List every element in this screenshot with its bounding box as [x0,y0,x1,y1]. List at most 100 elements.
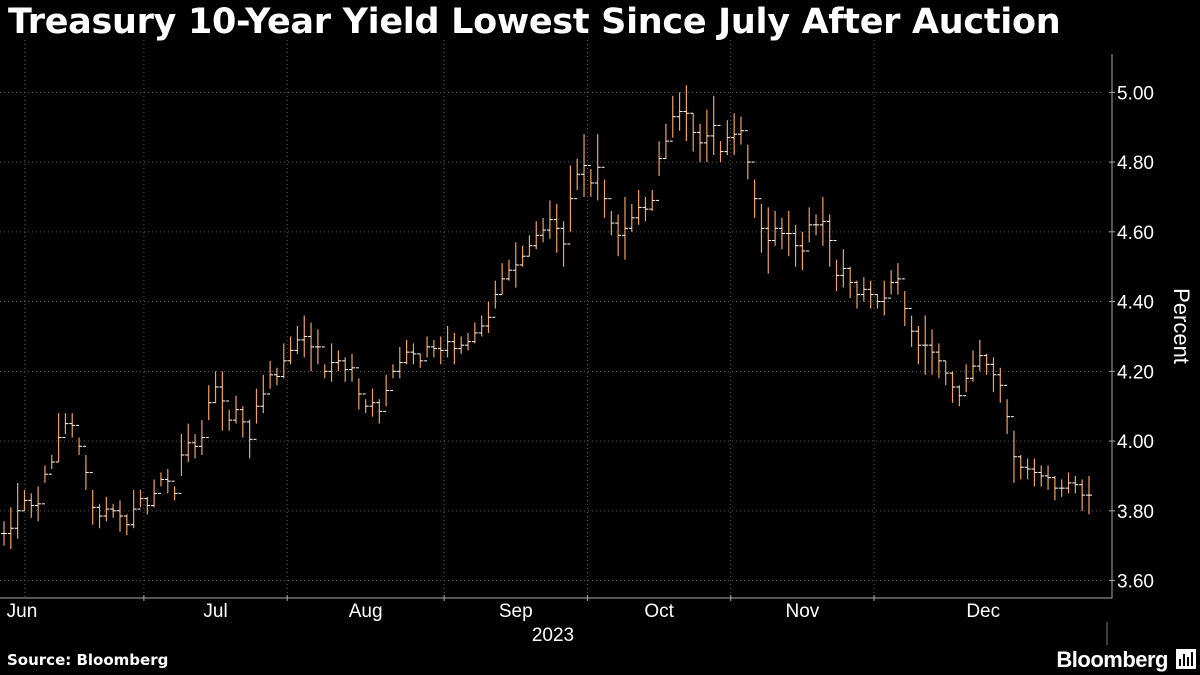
price-bar [355,367,362,410]
price-bar [1045,465,1052,490]
price-bar [253,388,260,440]
price-bar [505,259,512,281]
price-bar [922,315,929,375]
price-bar [690,112,697,152]
price-bar [1024,458,1031,480]
price-bar [430,339,437,358]
x-axis-year-label: 2023 [532,625,574,646]
price-bar [492,280,499,318]
price-bar [581,134,588,197]
price-bar [1051,475,1058,501]
chart-icon [1176,649,1196,669]
x-tick-label: Sep [499,601,533,622]
price-bar [1079,479,1086,511]
price-bar [785,210,792,257]
price-bar [778,217,785,250]
price-bar [594,134,601,201]
price-bar [28,493,35,518]
bloomberg-logo: Bloomberg [1056,647,1168,672]
price-bar [35,486,42,522]
price-bar [908,308,915,347]
price-bar [417,353,424,368]
price-bar [840,249,847,288]
y-tick-label: 4.40 [1117,293,1154,314]
price-bar [751,161,758,218]
price-bar [410,343,417,365]
price-bar [1017,455,1024,480]
price-bar [55,413,62,463]
price-bar [328,343,335,382]
price-bar [471,322,478,344]
price-bar [799,231,806,271]
price-bar [219,371,226,431]
price-bar [205,385,212,439]
price-bar [737,116,744,145]
price-bar [881,280,888,316]
price-bar [273,367,280,386]
price-bar [396,346,403,379]
price-bar [7,507,14,550]
y-tick-label: 4.60 [1117,223,1154,244]
price-bar [389,364,396,391]
x-tick-label: Nov [785,601,819,622]
price-bar [949,371,956,403]
price-bar [171,480,178,501]
price-bar [123,514,130,536]
price-bar [935,343,942,379]
price-bar [983,353,990,375]
price-bar [867,280,874,309]
price-bar [212,371,219,404]
price-bar [894,263,901,295]
price-bar [437,336,444,365]
price-bar [103,496,110,522]
price-bar [383,374,390,412]
price-bar [314,329,321,365]
price-bar [233,395,240,424]
price-bar [813,214,820,236]
price-bar [656,141,663,201]
price-bar [621,196,628,260]
price-bar [246,420,253,459]
price-bar [369,388,376,417]
price-bar [280,343,287,379]
chart-title: Treasury 10-Year Yield Lowest Since July… [8,2,1061,42]
price-bar [765,207,772,274]
price-bar [164,468,171,494]
y-tick-label: 3.80 [1117,502,1154,523]
price-bar [1058,479,1065,497]
price-bar [96,503,103,529]
price-bar [485,301,492,333]
x-tick-label: Jun [7,601,38,622]
price-bar [89,471,96,525]
price-bar [21,489,28,512]
price-bar [362,393,369,414]
y-tick-label: 4.20 [1117,362,1154,383]
price-bar [874,294,881,309]
x-tick-label: Oct [644,601,674,622]
price-bar [226,400,233,431]
price-bar [540,217,547,243]
price-bar [533,221,540,250]
price-bar [512,242,519,288]
price-bar [62,413,69,439]
price-bar [710,95,717,156]
grid-lines [0,40,1104,598]
price-bar [335,350,342,372]
price-bar [1031,458,1038,487]
price-bar [376,399,383,424]
price-bar [130,489,137,529]
y-tick-label: 4.00 [1117,432,1154,453]
price-bar [744,130,751,180]
price-bar [69,413,76,438]
price-bar [901,278,908,326]
price-bar [649,189,656,211]
price-bar [403,339,410,365]
price-bar [82,445,89,490]
price-bar [772,210,779,246]
price-bar [731,113,738,156]
price-bar [157,472,164,494]
price-bar [567,165,574,245]
price-bar [294,325,301,354]
price-bar [990,357,997,393]
